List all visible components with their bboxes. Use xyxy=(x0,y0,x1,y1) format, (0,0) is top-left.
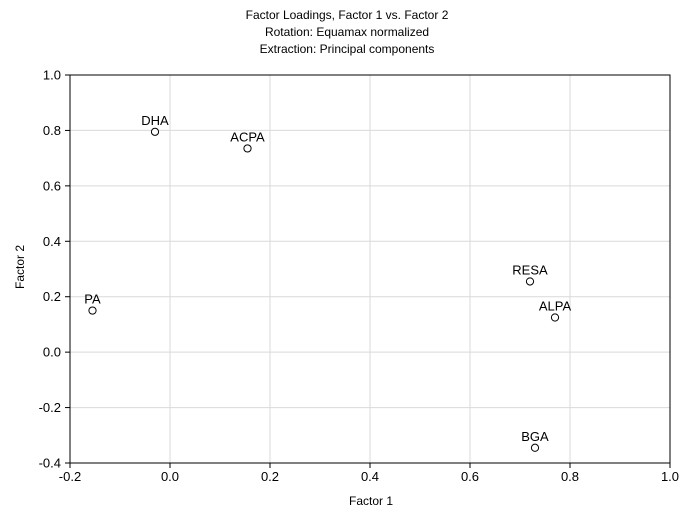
x-axis-label: Factor 1 xyxy=(348,494,393,508)
y-tick-label: -0.2 xyxy=(39,400,61,415)
chart-subtitle-rotation: Rotation: Equamax normalized xyxy=(264,25,430,39)
x-tick-label: 0.6 xyxy=(461,469,479,484)
y-tick-label: 1.0 xyxy=(43,68,61,83)
y-tick-label: 0.2 xyxy=(43,289,61,304)
data-point xyxy=(243,144,252,153)
x-tick-label: 1.0 xyxy=(661,469,679,484)
data-point xyxy=(88,306,97,315)
data-point-label: PA xyxy=(84,292,101,307)
y-axis-label: Factor 2 xyxy=(13,245,27,290)
data-point xyxy=(525,277,535,286)
x-tick-label: 0.0 xyxy=(161,469,179,484)
y-tick-label: 0.8 xyxy=(43,123,61,138)
data-point xyxy=(530,443,540,452)
data-point xyxy=(150,127,160,136)
data-point-label: BGA xyxy=(521,429,549,444)
data-point-label: ACPA xyxy=(230,129,265,144)
data-point-label: ALPA xyxy=(539,299,572,314)
y-tick-label: 0.4 xyxy=(43,234,61,249)
data-point-label: RESA xyxy=(512,262,548,277)
chart-subtitle-extraction: Extraction: Principal components xyxy=(259,42,435,56)
y-tick-label: -0.4 xyxy=(39,456,61,471)
data-point xyxy=(550,313,560,322)
x-tick-label: 0.2 xyxy=(261,469,279,484)
x-tick-label: 0.4 xyxy=(361,469,379,484)
x-tick-label: -0.2 xyxy=(59,469,81,484)
y-tick-label: 0.0 xyxy=(43,345,61,360)
x-tick-label: 0.8 xyxy=(561,469,579,484)
chart-title: Factor Loadings, Factor 1 vs. Factor 2 xyxy=(245,8,449,22)
data-point-label: DHA xyxy=(141,113,169,128)
y-tick-label: 0.6 xyxy=(43,178,61,193)
